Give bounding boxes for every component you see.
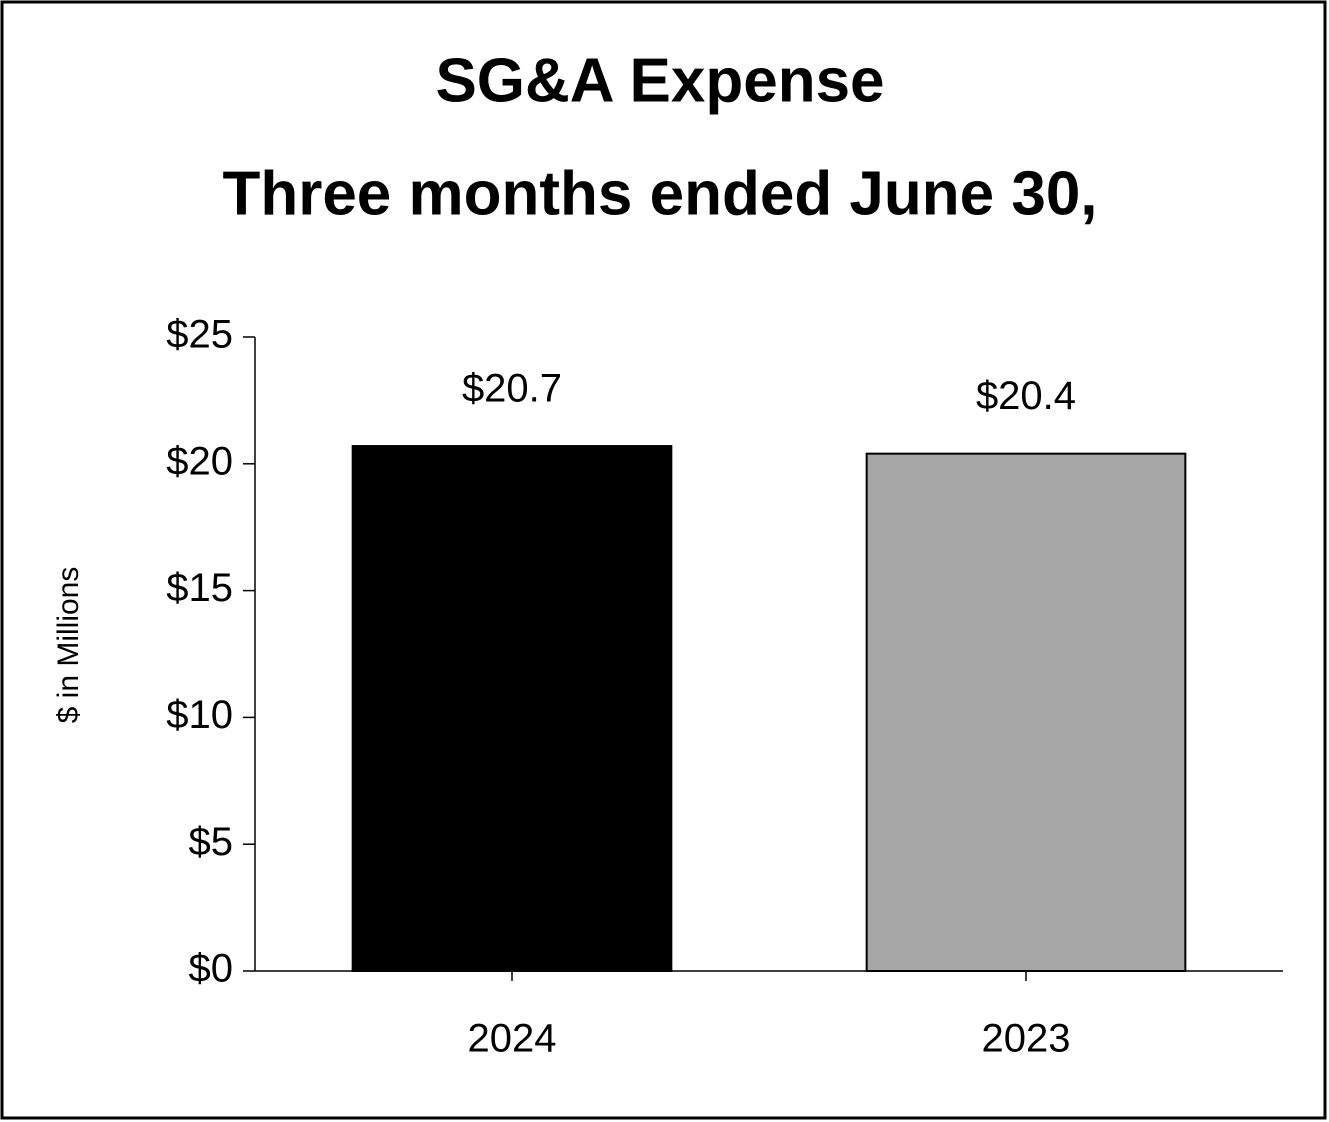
y-tick-label: $25: [166, 313, 233, 357]
bar: [351, 445, 673, 973]
x-tick-label: 2023: [982, 1017, 1071, 1061]
y-tick-label: $10: [166, 693, 233, 737]
y-axis-label: $ in Millions: [52, 567, 85, 724]
y-tick-label: $5: [189, 820, 234, 864]
y-tick-label: $20: [166, 439, 233, 483]
bar: [865, 452, 1187, 972]
value-label: $20.4: [976, 374, 1076, 418]
value-label: $20.7: [462, 367, 562, 411]
chart-subtitle: Three months ended June 30,: [222, 159, 1097, 228]
y-tick-label: $15: [166, 566, 233, 610]
chart-title: SG&A Expense: [435, 46, 884, 115]
x-tick-label: 2024: [468, 1017, 557, 1061]
y-tick-label: $0: [189, 947, 234, 991]
